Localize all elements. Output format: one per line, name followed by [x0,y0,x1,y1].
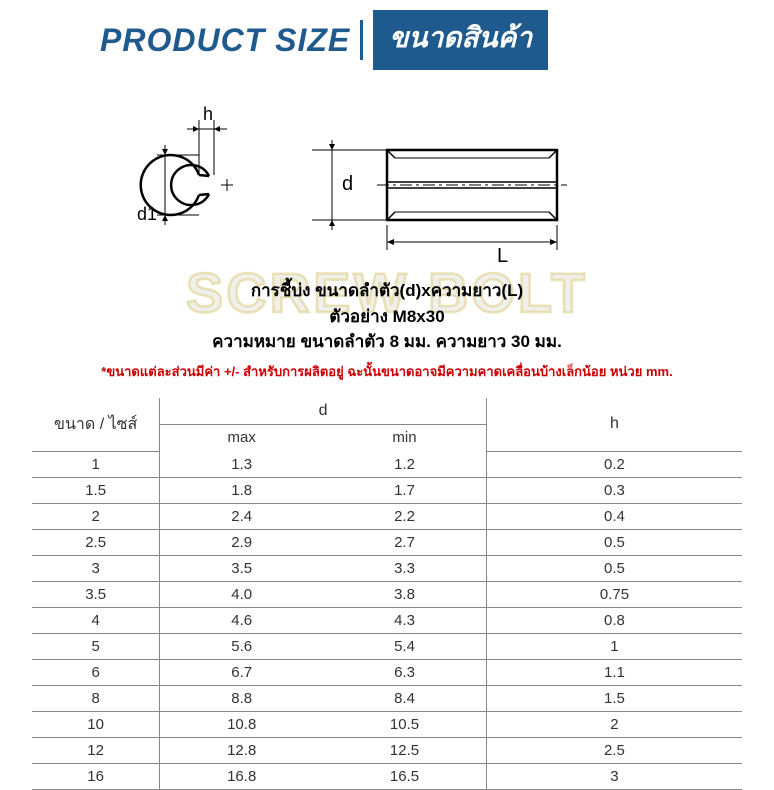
table-cell: 2.9 [160,530,323,556]
table-row: 33.53.30.5 [32,556,742,582]
table-cell: 0.5 [486,530,742,556]
table-cell: 0.5 [486,556,742,582]
table-cell: 0.2 [486,452,742,478]
table-cell: 12.5 [323,738,486,764]
technical-diagram: h d1 d [0,90,774,270]
table-cell: 4.3 [323,608,486,634]
table-cell: 8 [32,686,160,712]
table-cell: 16.5 [323,764,486,790]
table-row: 1616.816.53 [32,764,742,790]
table-cell: 1.1 [486,660,742,686]
table-cell: 4.6 [160,608,323,634]
header-divider [360,20,363,60]
table-cell: 4.0 [160,582,323,608]
table-cell: 3.5 [32,582,160,608]
table-cell: 2.5 [486,738,742,764]
desc-line-3: ความหมาย ขนาดลำตัว 8 มม. ความยาว 30 มม. [0,329,774,355]
table-row: 1212.812.52.5 [32,738,742,764]
header: PRODUCT SIZE ขนาดสินค้า [0,0,774,80]
table-cell: 5.6 [160,634,323,660]
col-header-d: d [160,398,487,425]
table-cell: 16 [32,764,160,790]
diagram-svg: h d1 d [137,90,637,270]
table-cell: 16.8 [160,764,323,790]
table-cell: 1.2 [323,452,486,478]
table-body: 11.31.20.21.51.81.70.322.42.20.42.52.92.… [32,452,742,790]
table-cell: 1.3 [160,452,323,478]
table-cell: 4 [32,608,160,634]
col-header-d-min: min [323,424,486,452]
table-cell: 1 [32,452,160,478]
table-row: 55.65.41 [32,634,742,660]
table-cell: 2 [32,504,160,530]
table-cell: 2 [486,712,742,738]
diagram-label-d1: d1 [137,204,157,224]
col-header-d-max: max [160,424,323,452]
table-cell: 3 [32,556,160,582]
header-title-th: ขนาดสินค้า [373,10,548,70]
table-cell: 6.7 [160,660,323,686]
table-cell: 12 [32,738,160,764]
diagram-label-d: d [342,173,353,195]
table-cell: 0.3 [486,478,742,504]
diagram-label-l: L [497,245,508,267]
size-table: ขนาด / ไซส์ d h max min 11.31.20.21.51.8… [32,398,742,790]
table-cell: 1.7 [323,478,486,504]
table-cell: 2.2 [323,504,486,530]
table-cell: 1 [486,634,742,660]
table-row: 88.88.41.5 [32,686,742,712]
table-cell: 3 [486,764,742,790]
table-cell: 6 [32,660,160,686]
table-cell: 0.75 [486,582,742,608]
description-block: การชี้บ่ง ขนาดลำตัว(d)xความยาว(L) ตัวอย่… [0,278,774,382]
table-cell: 1.8 [160,478,323,504]
table-row: 1.51.81.70.3 [32,478,742,504]
table-row: 1010.810.52 [32,712,742,738]
table-row: 2.52.92.70.5 [32,530,742,556]
header-title-en: PRODUCT SIZE [100,22,350,59]
desc-line-2: ตัวอย่าง M8x30 [0,304,774,330]
table-cell: 1.5 [32,478,160,504]
table-cell: 8.8 [160,686,323,712]
table-cell: 10.5 [323,712,486,738]
table-cell: 6.3 [323,660,486,686]
table-row: 44.64.30.8 [32,608,742,634]
col-header-h: h [486,398,742,452]
table-cell: 0.4 [486,504,742,530]
table-row: 66.76.31.1 [32,660,742,686]
table-cell: 3.8 [323,582,486,608]
desc-line-1: การชี้บ่ง ขนาดลำตัว(d)xความยาว(L) [0,278,774,304]
table-cell: 8.4 [323,686,486,712]
table-cell: 10 [32,712,160,738]
col-header-size: ขนาด / ไซส์ [32,398,160,452]
size-table-wrap: ขนาด / ไซส์ d h max min 11.31.20.21.51.8… [0,398,774,790]
diagram-label-h: h [203,104,213,124]
table-cell: 3.5 [160,556,323,582]
table-cell: 2.7 [323,530,486,556]
table-row: 3.54.03.80.75 [32,582,742,608]
table-cell: 1.5 [486,686,742,712]
table-cell: 3.3 [323,556,486,582]
table-cell: 5 [32,634,160,660]
table-cell: 5.4 [323,634,486,660]
disclaimer-text: *ขนาดแต่ละส่วนมีค่า +/- สำหรับการผลิตอยู… [0,361,774,382]
table-cell: 2.5 [32,530,160,556]
table-cell: 2.4 [160,504,323,530]
table-row: 11.31.20.2 [32,452,742,478]
table-row: 22.42.20.4 [32,504,742,530]
table-cell: 0.8 [486,608,742,634]
table-cell: 12.8 [160,738,323,764]
table-cell: 10.8 [160,712,323,738]
